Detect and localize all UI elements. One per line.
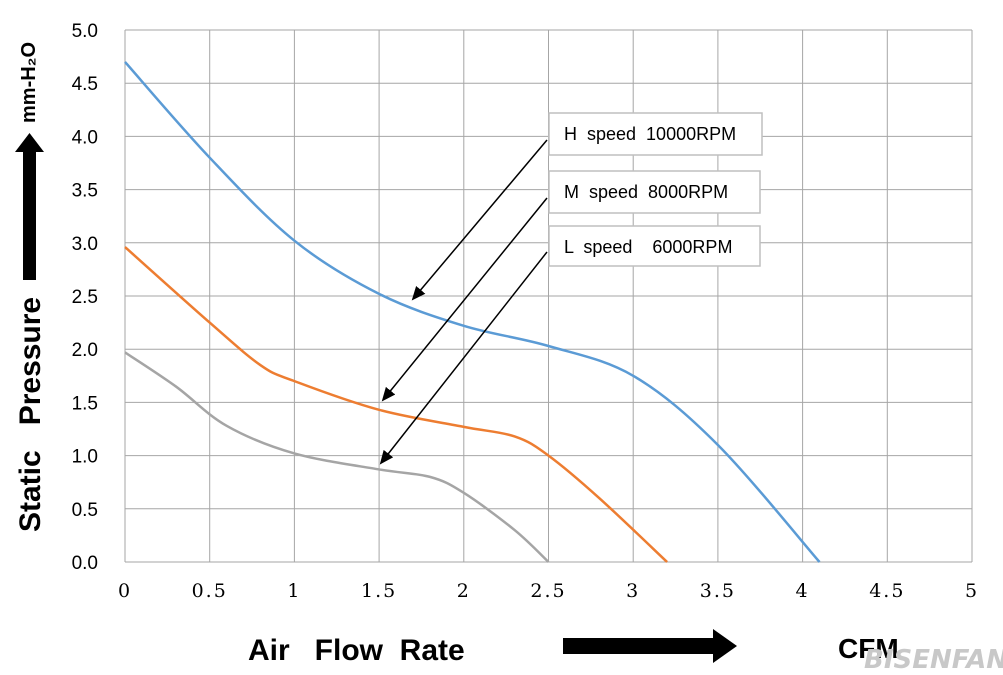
x-axis-arrow-icon [713,629,737,663]
h-speed-line [124,61,821,563]
callout-l-arrow [379,251,548,465]
x-tick-label: 4.5 [869,580,905,602]
y-tick-label: 1.0 [72,447,98,468]
callout-l-box [548,225,761,267]
callout-h-box [548,112,763,156]
y-tick-labels: 0.0 0.5 1.0 1.5 2.0 2.5 3.0 3.5 4.0 4.5 5.0 [72,21,98,574]
series-lines [124,61,821,563]
callout-l-speed: L speed 6000RPM [548,225,761,267]
y-axis-unit: mm-H₂O [18,42,40,123]
x-tick-label: 4 [796,580,810,602]
x-axis-title: Air Flow Rate [248,634,465,667]
y-tick-label: 2.0 [72,340,98,361]
y-tick-label: 4.0 [72,127,98,148]
y-axis-title-group: Static Pressure mm-H₂O [14,42,47,532]
callout-l-label: L speed 6000RPM [564,237,732,257]
y-tick-label: 5.0 [72,21,98,42]
x-axis-arrow-shaft [563,638,715,654]
x-tick-label: 3 [626,580,640,602]
y-tick-label: 4.5 [72,74,98,95]
y-axis-title: Static Pressure [14,297,47,532]
x-tick-label: 2 [457,580,471,602]
watermark-logo: BISENFAN [864,645,1003,675]
x-tick-label: 1 [287,580,301,602]
l-speed-line [124,351,550,563]
x-tick-label: 1.5 [361,580,397,602]
callout-m-box [548,170,761,214]
y-axis-arrow-icon [15,133,44,152]
y-tick-label: 3.0 [72,234,98,255]
callout-h-label: H speed 10000RPM [564,124,736,144]
y-tick-label: 3.5 [72,181,98,202]
x-tick-label: 5 [965,580,979,602]
callout-h-arrow [411,139,548,301]
callout-m-label: M speed 8000RPM [564,182,728,202]
x-axis-unit: CFM [838,633,899,664]
y-tick-label: 2.5 [72,287,98,308]
y-tick-label: 0.0 [72,553,98,574]
grid-lines [124,29,973,563]
y-tick-label: 1.5 [72,393,98,414]
x-tick-labels: 0 0.5 1 1.5 2 2.5 3 3.5 4 4.5 5 [118,580,979,602]
y-tick-label: 0.5 [72,500,98,521]
x-tick-label: 3.5 [700,580,736,602]
x-tick-label: 2.5 [530,580,566,602]
m-speed-line [124,246,668,563]
x-tick-label: 0 [118,580,132,602]
callout-m-speed: M speed 8000RPM [548,170,761,214]
callout-h-speed: H speed 10000RPM [548,112,763,156]
x-axis-title-group: Air Flow Rate CFM [248,629,899,667]
y-axis-arrow-shaft [23,150,36,280]
callout-m-arrow [381,197,548,402]
x-tick-label: 0.5 [192,580,228,602]
